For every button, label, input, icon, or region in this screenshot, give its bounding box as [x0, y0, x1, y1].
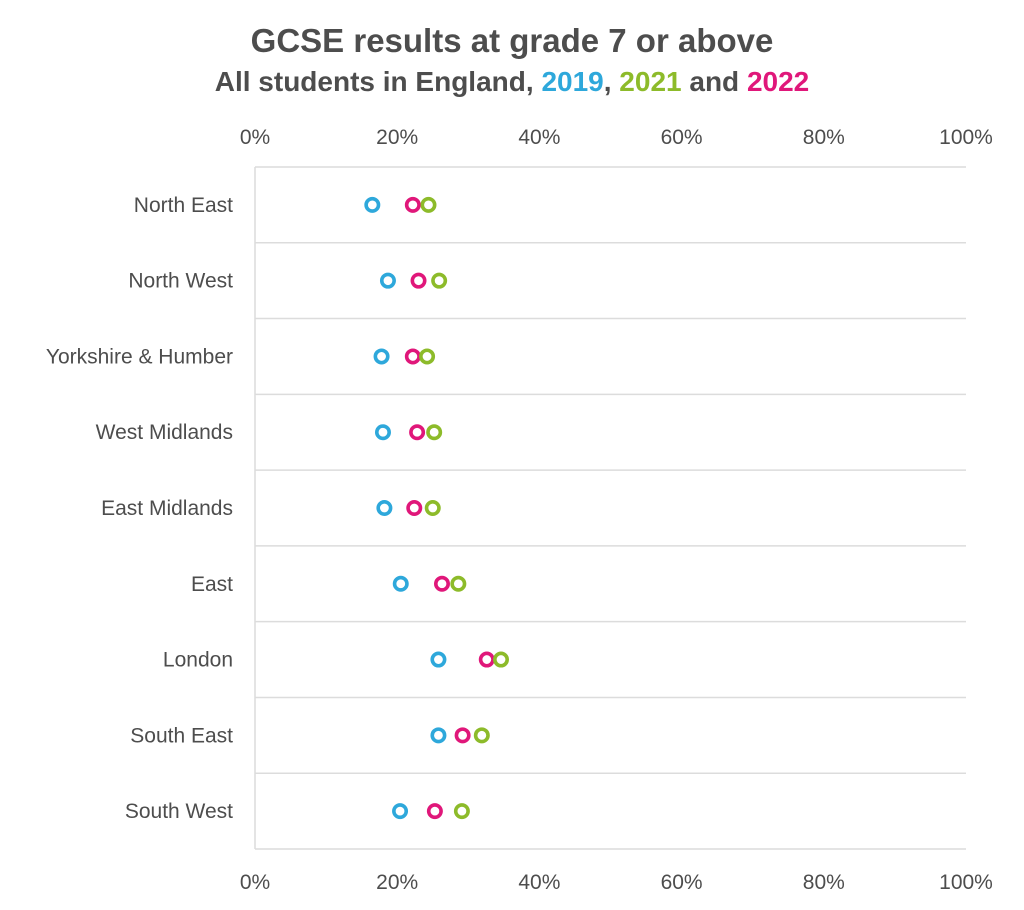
category-label: East Midlands [101, 497, 233, 520]
data-point-2022 [433, 575, 450, 592]
x-tick-label-bottom: 0% [240, 871, 270, 894]
subtitle-separator-2: and [681, 66, 747, 97]
data-point-2021 [473, 727, 490, 744]
data-point-2022 [426, 803, 443, 820]
x-tick-label-top: 100% [939, 126, 993, 149]
chart-title: GCSE results at grade 7 or above [250, 22, 774, 59]
data-point-2019 [430, 727, 447, 744]
chart-subtitle: All students in England, 2019, 2021 and … [0, 66, 1024, 98]
x-tick-label-bottom: 80% [803, 871, 845, 894]
x-tick-label-top: 20% [376, 126, 418, 149]
data-point-2019 [379, 272, 396, 289]
subtitle-year-2019: 2019 [541, 66, 604, 97]
data-point-2019 [373, 348, 390, 365]
x-tick-label-bottom: 40% [518, 871, 560, 894]
data-point-2019 [374, 424, 391, 441]
data-point-2019 [364, 196, 381, 213]
category-label: South West [125, 800, 233, 823]
x-tick-label-top: 40% [518, 126, 560, 149]
subtitle-prefix: All students in England, [214, 66, 542, 97]
x-tick-label-top: 60% [661, 126, 703, 149]
x-tick-label-bottom: 100% [939, 871, 993, 894]
data-point-2021 [426, 424, 443, 441]
subtitle-year-2021: 2021 [619, 66, 682, 97]
data-point-2022 [406, 499, 423, 516]
category-label: London [163, 649, 233, 672]
data-point-2021 [419, 348, 436, 365]
subtitle-year-2022: 2022 [746, 66, 810, 97]
data-point-2021 [420, 196, 437, 213]
data-point-2021 [450, 575, 467, 592]
category-label: West Midlands [96, 421, 233, 444]
data-point-2019 [376, 499, 393, 516]
subtitle-separator-1: , [603, 66, 620, 97]
data-point-2022 [410, 272, 427, 289]
data-point-2022 [404, 348, 421, 365]
x-tick-label-bottom: 20% [376, 871, 418, 894]
category-label: Yorkshire & Humber [46, 345, 233, 368]
data-point-2019 [430, 651, 447, 668]
data-point-2021 [424, 499, 441, 516]
x-tick-label-bottom: 60% [661, 871, 703, 894]
x-tick-label-top: 80% [803, 126, 845, 149]
data-point-2022 [409, 424, 426, 441]
data-point-2019 [392, 575, 409, 592]
data-point-2022 [404, 196, 421, 213]
data-point-2022 [478, 651, 495, 668]
data-point-2021 [493, 651, 510, 668]
category-label: East [191, 573, 233, 596]
data-point-2021 [453, 803, 470, 820]
data-point-2022 [454, 727, 471, 744]
category-label: South East [130, 724, 233, 747]
category-label: North East [134, 194, 233, 217]
data-point-2021 [431, 272, 448, 289]
data-point-2019 [392, 803, 409, 820]
x-tick-label-top: 0% [240, 126, 270, 149]
category-label: North West [128, 270, 233, 293]
